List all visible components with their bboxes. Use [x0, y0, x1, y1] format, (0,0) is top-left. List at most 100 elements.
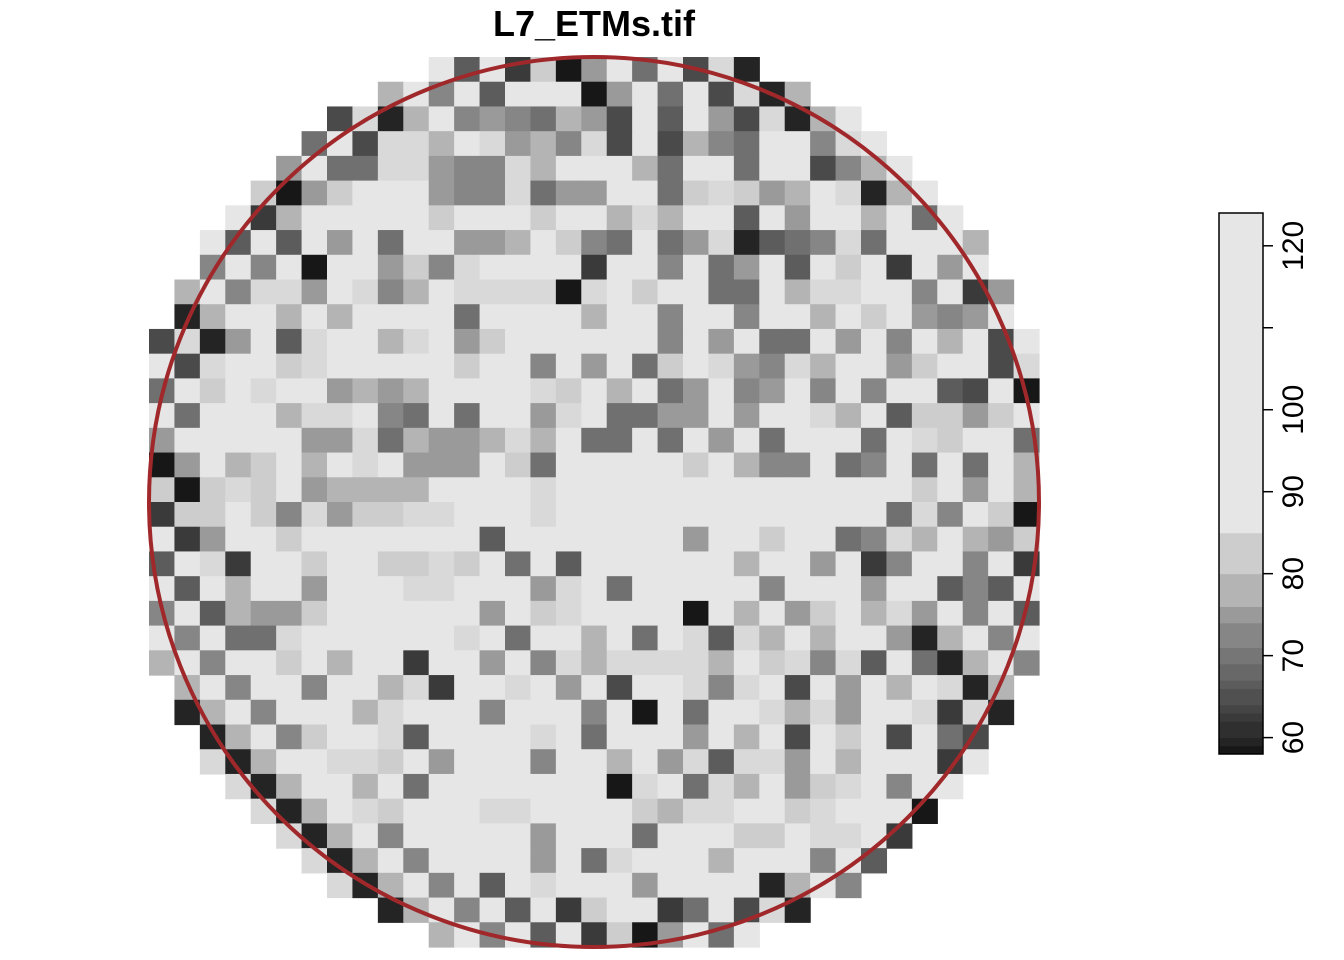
raster-cell — [657, 205, 684, 231]
raster-cell — [759, 304, 786, 330]
raster-cell — [911, 452, 938, 478]
raster-cell — [683, 526, 710, 553]
raster-cell — [886, 502, 913, 528]
raster-cell — [250, 427, 277, 454]
raster-cell — [657, 625, 684, 651]
raster-cell — [657, 749, 684, 775]
raster-cell — [708, 650, 735, 676]
raster-cell — [683, 749, 710, 775]
raster-cell — [505, 205, 532, 231]
raster-cell — [683, 872, 710, 899]
raster-cell — [327, 502, 354, 528]
raster-cell — [810, 230, 837, 256]
raster-cell — [632, 600, 659, 627]
raster-cell — [937, 650, 964, 676]
raster-cell — [581, 81, 608, 108]
raster-cell — [861, 724, 888, 750]
raster-cell — [301, 452, 328, 478]
raster-plot — [147, 55, 1041, 949]
raster-cell — [708, 848, 735, 874]
raster-cell — [708, 279, 735, 305]
raster-cell — [352, 724, 379, 750]
raster-cell — [555, 576, 582, 602]
raster-cell — [403, 254, 430, 281]
raster-cell — [886, 600, 913, 627]
raster-cell — [708, 823, 735, 849]
raster-cell — [301, 155, 328, 182]
raster-cell — [861, 180, 888, 206]
raster-cell — [835, 675, 862, 701]
raster-cell — [683, 131, 710, 157]
raster-cell — [581, 526, 608, 553]
raster-cell — [276, 304, 303, 330]
raster-cell — [327, 328, 354, 355]
raster-cell — [606, 57, 633, 83]
raster-cell — [988, 452, 1015, 478]
raster-cell — [149, 526, 176, 553]
raster-cell — [479, 328, 506, 355]
raster-cell — [683, 279, 710, 305]
raster-cell — [632, 205, 659, 231]
raster-cell — [581, 724, 608, 750]
raster-cell — [657, 675, 684, 701]
raster-cell — [810, 675, 837, 701]
raster-cell — [530, 205, 557, 231]
raster-cell — [479, 650, 506, 676]
raster-cell — [810, 254, 837, 281]
legend-band — [1219, 745, 1263, 755]
raster-cell — [962, 625, 989, 651]
raster-cells — [149, 57, 1040, 948]
raster-cell — [301, 254, 328, 281]
raster-cell — [352, 576, 379, 602]
raster-cell — [886, 551, 913, 577]
raster-cell — [276, 502, 303, 528]
raster-cell — [683, 106, 710, 132]
raster-cell — [581, 823, 608, 849]
raster-cell — [352, 502, 379, 528]
raster-cell — [276, 403, 303, 429]
raster-cell — [225, 304, 252, 330]
raster-cell — [403, 452, 430, 478]
raster-cell — [810, 502, 837, 528]
raster-cell — [530, 304, 557, 330]
raster-cell — [199, 452, 226, 478]
raster-cell — [708, 699, 735, 726]
raster-cell — [708, 551, 735, 577]
raster-cell — [250, 477, 277, 503]
raster-cell — [657, 724, 684, 750]
raster-cell — [530, 551, 557, 577]
raster-cell — [784, 378, 811, 404]
raster-cell — [683, 600, 710, 627]
raster-cell — [403, 872, 430, 899]
raster-cell — [555, 205, 582, 231]
raster-cell — [454, 155, 481, 182]
raster-cell — [886, 650, 913, 676]
raster-cell — [759, 773, 786, 800]
raster-cell — [784, 773, 811, 800]
raster-cell — [377, 551, 404, 577]
raster-cell — [479, 798, 506, 824]
raster-cell — [250, 403, 277, 429]
raster-cell — [886, 254, 913, 281]
raster-cell — [428, 304, 455, 330]
raster-cell — [327, 675, 354, 701]
raster-cell — [861, 155, 888, 182]
raster-cell — [505, 625, 532, 651]
raster-cell — [428, 452, 455, 478]
raster-cell — [759, 106, 786, 132]
raster-cell — [352, 378, 379, 404]
raster-cell — [174, 551, 201, 577]
raster-cell — [810, 724, 837, 750]
raster-cell — [479, 452, 506, 478]
raster-cell — [1013, 576, 1040, 602]
raster-cell — [581, 304, 608, 330]
raster-cell — [733, 279, 760, 305]
raster-cell — [301, 502, 328, 528]
raster-cell — [581, 230, 608, 256]
raster-cell — [403, 798, 430, 824]
raster-cell — [403, 773, 430, 800]
raster-cell — [708, 477, 735, 503]
raster-cell — [199, 502, 226, 528]
raster-cell — [555, 872, 582, 899]
raster-cell — [377, 526, 404, 553]
